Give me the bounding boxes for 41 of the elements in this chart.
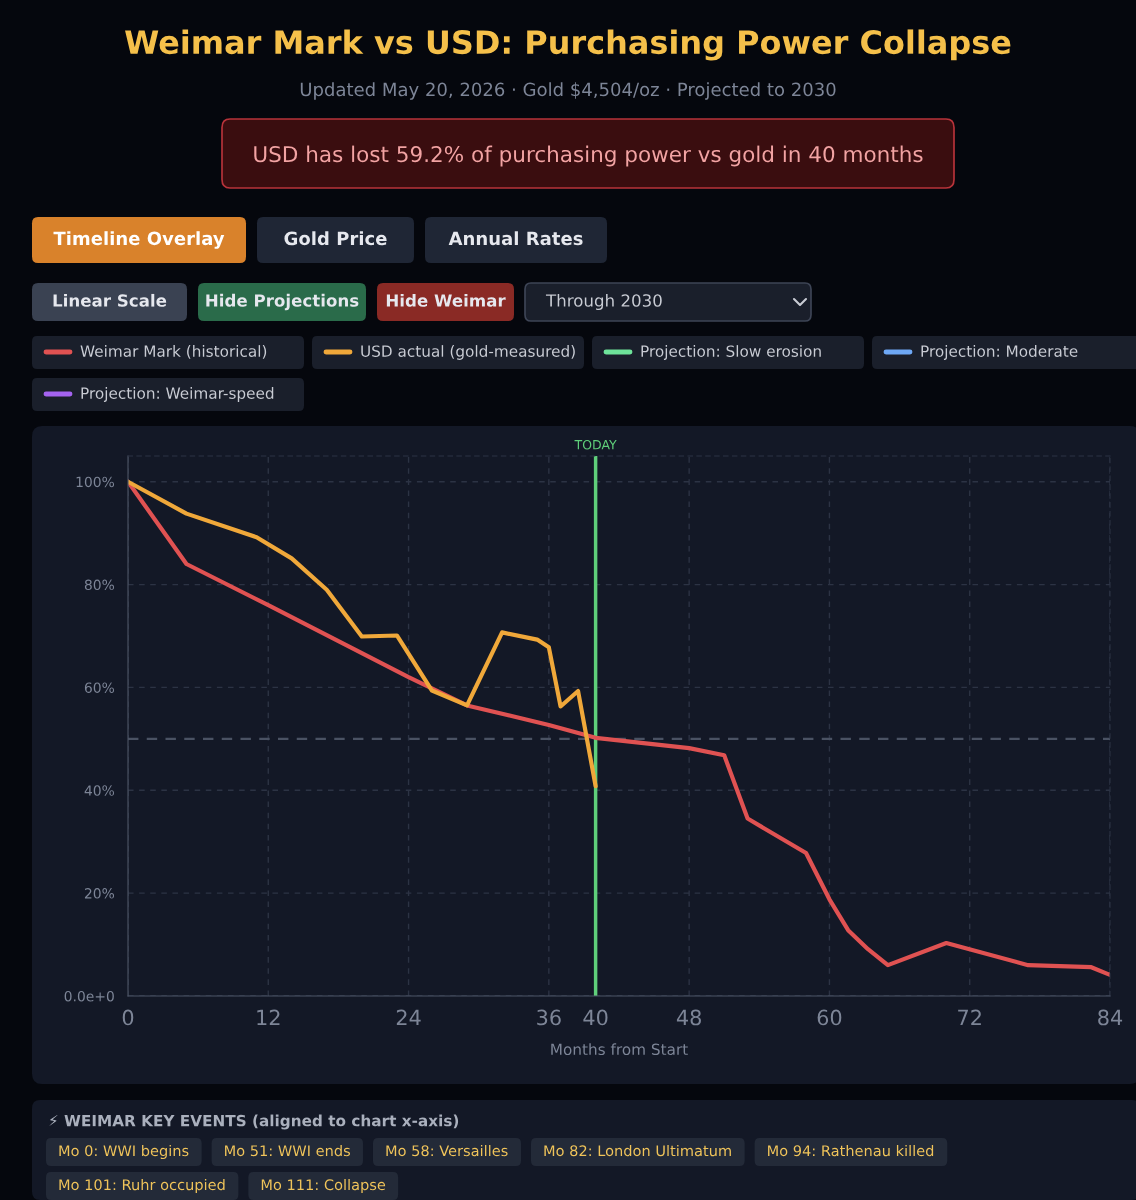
text: ⚡ WEIMAR KEY EVENTS (aligned to chart x-axis) — [49, 1114, 459, 1130]
legend-label: Projection: Moderate — [921, 345, 1078, 360]
text: Hide Projections — [206, 293, 359, 311]
text: Timeline Overlay — [53, 231, 225, 249]
x-tick-label: 24 — [396, 1009, 421, 1026]
chart-subtitle: Updated May 20, 2026 · Gold $4,504/oz · Projected to 2030 — [300, 82, 836, 100]
x-tick-label: 60 — [817, 1009, 842, 1026]
y-tick-label: 40% — [84, 785, 115, 796]
x-tick-label: 84 — [1098, 1009, 1123, 1026]
text: Linear Scale — [53, 293, 167, 307]
y-tick-label: 0.0e+0 — [64, 990, 114, 1002]
text: Mo 0: WWI begins — [59, 1144, 189, 1160]
x-axis-title: Months from Start — [551, 1043, 688, 1056]
ref-line-label: TODAY — [574, 439, 617, 450]
text: USD has lost 59.2% of purchasing power vs gold in 40 months — [254, 145, 923, 167]
legend-label: USD actual (gold-measured) — [361, 345, 575, 360]
text: Mo 101: Ruhr occupied — [59, 1178, 225, 1194]
text: Hide Weimar — [386, 293, 506, 307]
text: Mo 111: Collapse — [261, 1178, 386, 1194]
legend-label: Projection: Slow erosion — [641, 345, 821, 360]
x-tick-label: 72 — [958, 1009, 981, 1026]
text: Mo 94: Rathenau killed — [768, 1144, 934, 1157]
text: Through 2030 — [545, 293, 662, 311]
text: Mo 51: WWI ends — [225, 1144, 350, 1157]
text: Annual Rates — [448, 231, 583, 246]
text: Gold Price — [284, 231, 387, 246]
y-tick-label: 60% — [84, 682, 115, 693]
x-tick-label: 40 — [583, 1009, 608, 1026]
x-tick-label: 0 — [122, 1009, 134, 1026]
legend-label: Weimar Mark (historical) — [80, 345, 267, 359]
chart-title: Weimar Mark vs USD: Purchasing Power Collapse — [125, 29, 1011, 61]
y-tick-label: 20% — [84, 888, 115, 899]
x-tick-label: 48 — [676, 1009, 701, 1026]
y-tick-label: 100% — [76, 476, 115, 488]
x-tick-label: 36 — [537, 1009, 561, 1026]
text: Mo 58: Versailles — [386, 1144, 508, 1157]
legend-label: Projection: Weimar-speed — [81, 387, 274, 402]
y-tick-label: 80% — [84, 579, 115, 591]
x-tick-label: 12 — [257, 1009, 280, 1026]
text: Mo 82: London Ultimatum — [544, 1144, 731, 1157]
line-series — [128, 479, 598, 789]
